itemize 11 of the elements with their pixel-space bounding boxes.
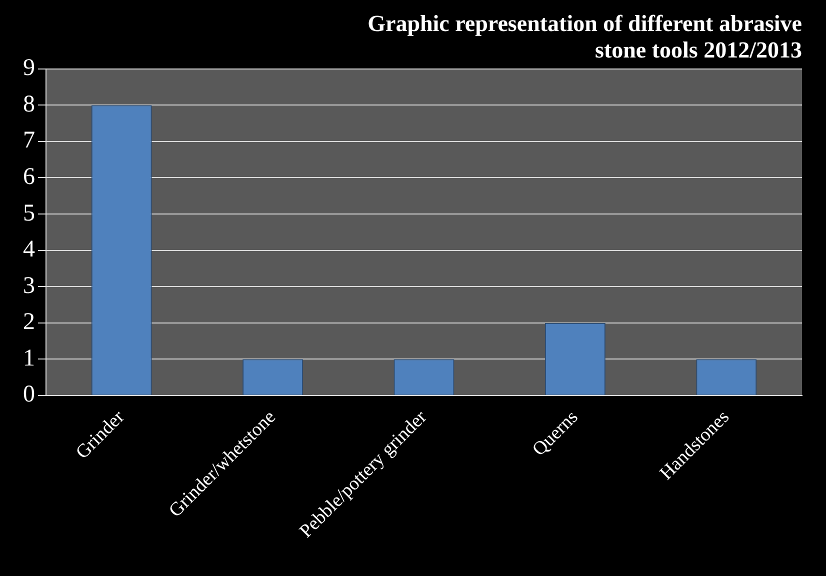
y-tick-label: 3 xyxy=(23,272,35,299)
y-tick-label: 5 xyxy=(23,200,35,226)
y-tick-label: 4 xyxy=(23,236,35,263)
y-tick-label: 9 xyxy=(23,55,35,82)
chart-title: Graphic representation of different abrasive stone tools 2012/2013 xyxy=(368,11,802,63)
y-tick-label: 6 xyxy=(23,164,35,190)
y-tick-label: 7 xyxy=(23,128,35,154)
y-tick-label: 2 xyxy=(23,309,35,336)
y-tick-label: 1 xyxy=(23,345,35,372)
y-tick-label: 0 xyxy=(23,382,35,408)
y-tick-label: 8 xyxy=(23,91,35,118)
